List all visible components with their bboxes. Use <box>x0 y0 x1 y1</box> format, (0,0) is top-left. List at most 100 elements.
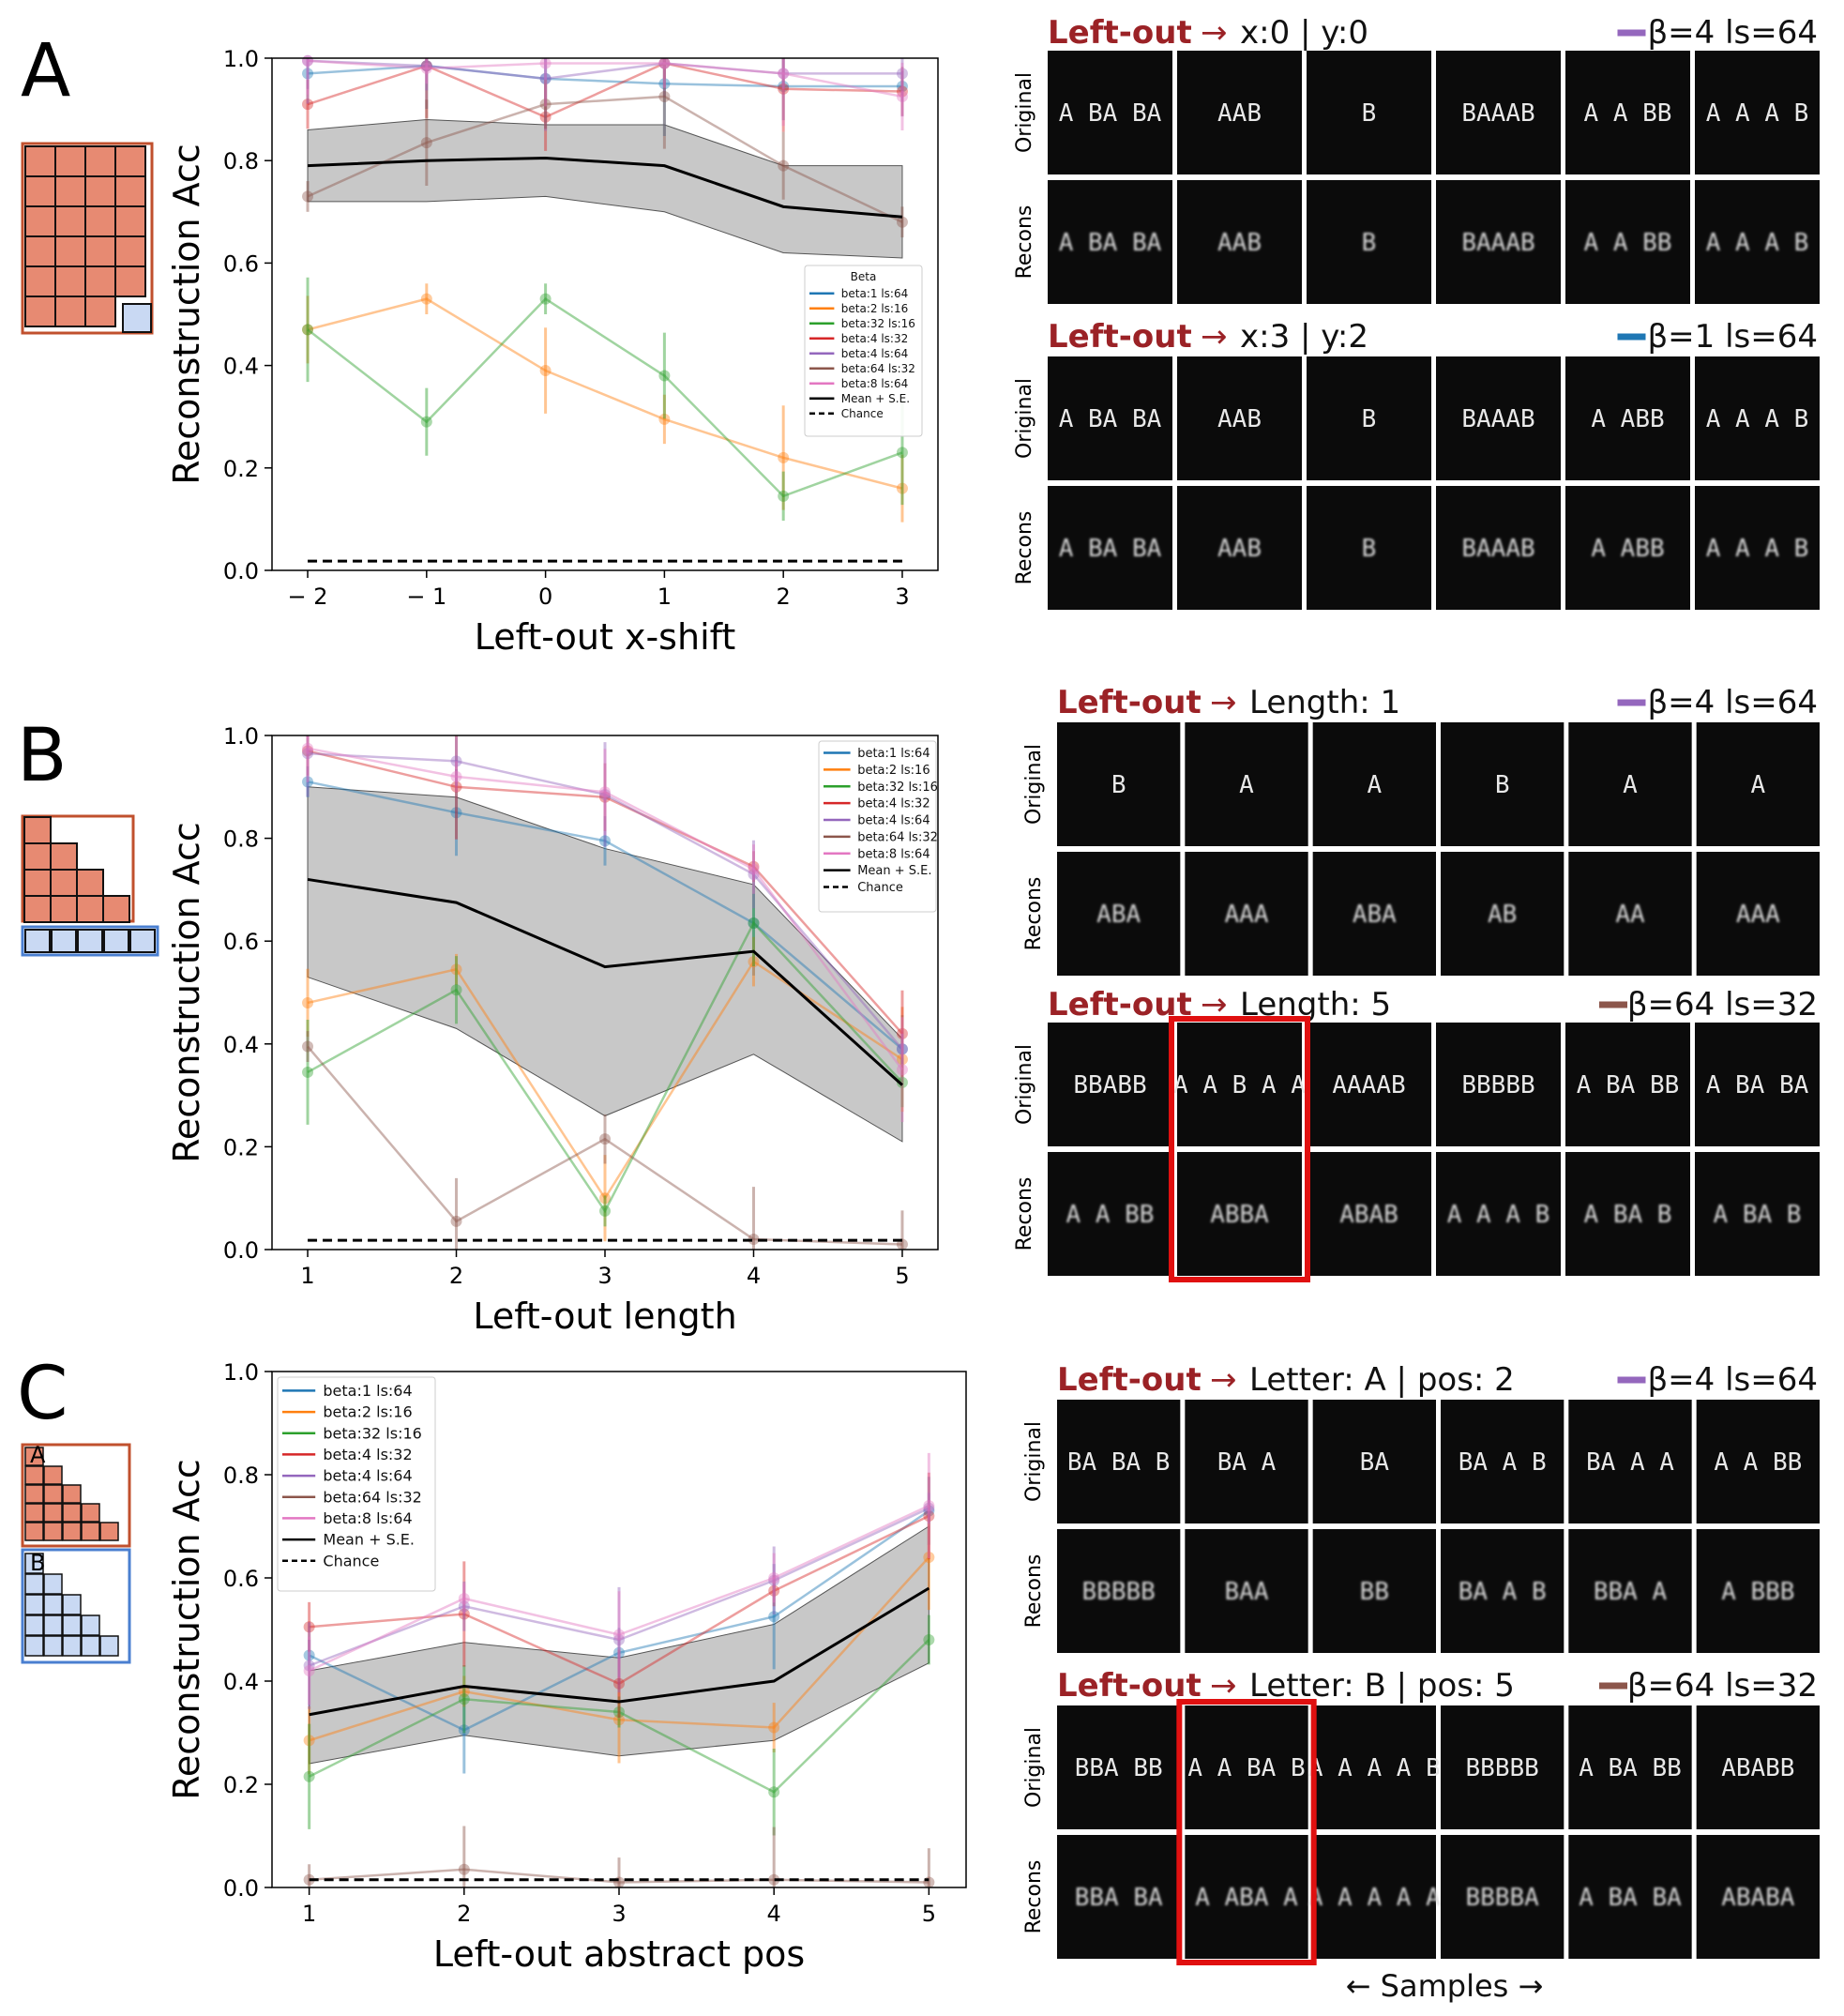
row-label-recons: Recons <box>1022 1554 1046 1629</box>
data-point <box>896 90 908 102</box>
original-image <box>1312 1400 1436 1523</box>
samples-axis-label: ← Samples → <box>1346 1968 1544 2004</box>
legend: Beta beta:1 ls:64 beta:2 ls:16 beta:32 ls:1… <box>804 265 923 437</box>
recon-sequence-text: AAB <box>1217 535 1262 563</box>
original-sequence-text: A A BB <box>1714 1448 1802 1477</box>
data-point <box>539 72 552 84</box>
recon-image <box>1048 1152 1172 1276</box>
recon-image <box>1565 180 1690 304</box>
original-sequence-text: BA A B <box>1459 1448 1547 1477</box>
data-point <box>778 68 790 80</box>
row-label-recons: Recons <box>1013 205 1036 280</box>
recon-image <box>1048 180 1172 304</box>
original-image <box>1565 1023 1690 1146</box>
legend-entry: beta:64 ls:32 <box>323 1488 421 1506</box>
y-tick-label: 0.6 <box>223 250 259 277</box>
data-point <box>896 1053 908 1066</box>
chart-panel-b: 0.0 0.2 0.4 0.6 0.8 1.0 1 2 3 4 5 Left-out length Re… <box>166 723 939 1337</box>
recon-image <box>1177 180 1302 304</box>
recon-sequence-text: B <box>1362 229 1377 257</box>
original-sequence-text: B <box>1362 99 1377 128</box>
data-point <box>768 1572 780 1584</box>
series-line <box>307 751 903 1051</box>
y-axis-label: Reconstruction Acc <box>166 822 207 1163</box>
recon-image <box>1312 1529 1436 1653</box>
data-point <box>450 1215 462 1227</box>
series-beta-4-ls-32 <box>302 57 908 151</box>
data-point <box>450 781 462 793</box>
series-beta-8-ls-64 <box>302 735 908 1123</box>
recon-sequence-text: A ABA A <box>1195 1884 1298 1912</box>
data-point <box>302 99 314 111</box>
original-image <box>1436 51 1561 174</box>
series-line <box>307 750 903 1035</box>
model-label: β=64 ls=32 <box>1627 1667 1818 1705</box>
original-sequence-text: AAB <box>1217 405 1262 433</box>
series-beta-32-ls-16 <box>303 1614 935 1836</box>
data-point <box>748 956 760 968</box>
recon-image <box>1436 486 1561 610</box>
series-line <box>307 781 903 1051</box>
x-tick-label: 1 <box>657 584 672 610</box>
recon-sequence-text: BA A B <box>1459 1578 1547 1606</box>
data-point <box>539 99 552 111</box>
data-point <box>450 770 462 782</box>
se-band <box>307 119 903 259</box>
heading-left-out: Left-out <box>1057 1361 1202 1399</box>
chart-panel-a: 0.0 0.2 0.4 0.6 0.8 1.0 − 2 − 1 0 1 2 3 Left-out x-s… <box>166 46 939 658</box>
data-point <box>303 1735 315 1747</box>
recon-sequence-text: B <box>1362 535 1377 563</box>
recon-sequence-text: A A BB <box>1066 1201 1155 1229</box>
axes-frame <box>271 57 939 571</box>
data-point <box>302 742 314 754</box>
x-tick-label: 1 <box>300 1263 314 1289</box>
original-sequence-text: A BA BA <box>1059 99 1162 128</box>
x-tick-label: − 1 <box>406 584 446 610</box>
series-beta-4-ls-32 <box>302 735 908 1077</box>
series-beta-2-ls-16 <box>302 283 908 523</box>
original-image <box>1048 51 1172 174</box>
original-sequence-text: AAB <box>1217 99 1262 128</box>
grid-icon-a <box>21 142 154 335</box>
recon-sequence-text: ABA <box>1353 901 1397 929</box>
x-tick-label: 2 <box>457 1901 471 1927</box>
data-point <box>420 62 432 74</box>
data-point <box>599 1192 611 1205</box>
data-point <box>458 1608 470 1620</box>
original-image <box>1307 1023 1431 1146</box>
legend: beta:1 ls:64 beta:2 ls:16 beta:32 ls:16 bet… <box>277 1376 436 1592</box>
row-label-recons: Recons <box>1013 511 1036 585</box>
recon-sequence-text: ABBA <box>1210 1201 1269 1229</box>
recon-sequence-text: A BA B <box>1714 1201 1802 1229</box>
series-beta-1-ls-64 <box>302 765 908 1084</box>
data-point <box>302 190 314 203</box>
legend-entry: beta:4 ls:64 <box>857 814 930 828</box>
recon-sequence-text: BAA <box>1225 1578 1269 1606</box>
legend-entry: beta:2 ls:16 <box>323 1403 412 1421</box>
data-point <box>613 1629 625 1641</box>
recon-sequence-text: BAAAB <box>1461 229 1534 257</box>
y-tick-label: 0.8 <box>223 826 259 853</box>
legend-box <box>277 1376 436 1592</box>
recon-image <box>1441 1529 1564 1653</box>
recon-image <box>1696 852 1820 976</box>
legend-entry: beta:1 ls:64 <box>857 747 930 761</box>
recon-image <box>1695 180 1820 304</box>
legend-entry: beta:2 ls:16 <box>841 302 908 315</box>
data-point <box>303 1649 315 1661</box>
recon-image <box>1312 852 1436 976</box>
data-point <box>896 1027 908 1039</box>
heading-condition: x:0 | y:0 <box>1240 14 1368 52</box>
sample-group: Left-out → x:3 | y:2 β=1 ls=64 Original A BA … <box>1013 318 1820 610</box>
data-point <box>302 1040 314 1053</box>
original-image <box>1565 51 1690 174</box>
recon-sequence-text: AAA <box>1736 901 1780 929</box>
recon-image <box>1695 486 1820 610</box>
data-point <box>302 1066 314 1078</box>
original-sequence-text: BA <box>1360 1448 1390 1477</box>
original-image <box>1568 1705 1692 1829</box>
data-point <box>613 1677 625 1690</box>
data-point <box>896 81 908 93</box>
